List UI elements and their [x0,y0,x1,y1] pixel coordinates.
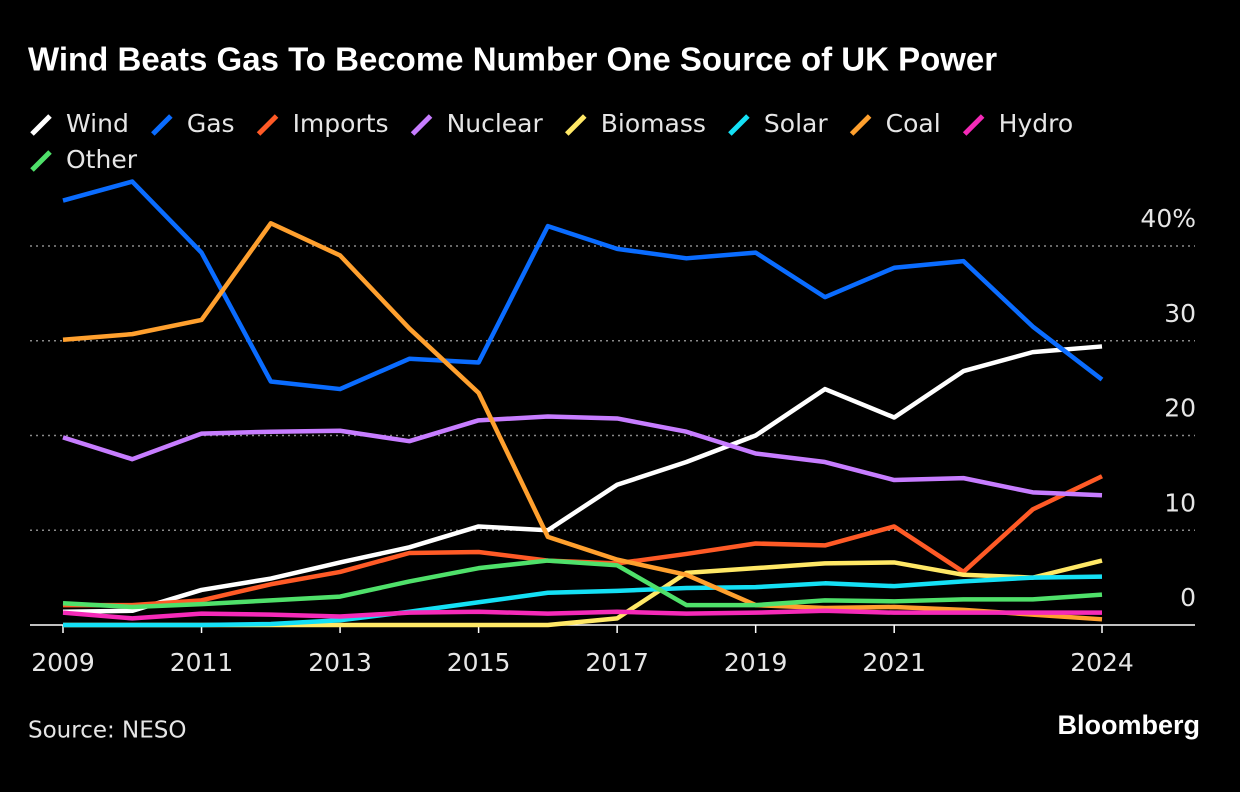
legend-swatch [256,114,279,136]
legend-swatch [962,114,985,136]
lines [62,179,1104,628]
legend-item: Gas [151,109,235,138]
legend-text: Biomass [601,109,706,138]
series-line [62,179,1104,392]
y-tick-label: 40% [1140,204,1196,233]
y-tick-label: 30 [1164,299,1196,328]
legend: Wind Gas Imports Nuclear Biomass Solar Coal Hyd… [30,109,1074,174]
x-tick-label: 2013 [308,648,372,677]
legend-swatch [728,114,750,136]
legend-text: Imports [293,109,389,138]
legend-swatch [849,114,872,136]
legend-item: Solar [728,109,828,138]
series-line [62,558,1103,610]
legend-text: Hydro [999,109,1074,138]
x-tick-label: 2015 [447,648,511,677]
legend-text: Other [66,145,138,174]
y-tick-label: 0 [1180,583,1196,612]
x-tick-label: 2017 [585,648,649,677]
legend-item: Imports [256,109,389,138]
series-line [63,574,1103,628]
legend-item: Nuclear [410,109,544,138]
legend-text: Wind [66,109,129,138]
x-tick-label: 2009 [31,648,95,677]
y-tick-label: 10 [1164,488,1196,517]
series-line [62,414,1103,498]
legend-text: Coal [886,109,941,138]
x-tick-label: 2011 [170,648,234,677]
source: Source: NESO [28,718,187,744]
series-line [62,608,1102,621]
legend-text: Solar [764,109,828,138]
x-tick-label: 2024 [1070,648,1134,677]
legend-text: Nuclear [447,109,544,138]
series-line [62,344,1103,614]
legend-item: Hydro [962,109,1074,138]
legend-swatch [30,114,52,136]
legend-item: Other [30,145,138,174]
legend-swatch [565,114,587,136]
brand: Bloomberg [1057,710,1200,740]
legend-item: Coal [849,109,941,138]
legend-swatch [151,114,173,136]
y-tick-label: 20 [1164,394,1196,423]
legend-swatch [30,150,52,172]
chart-title: Wind Beats Gas To Become Number One Sour… [28,41,997,78]
x-tick-label: 2019 [724,648,788,677]
series-line [62,221,1103,622]
legend-swatch [410,114,433,136]
legend-item: Wind [30,109,129,138]
legend-text: Gas [187,109,235,138]
x-tick-label: 2021 [862,648,926,677]
legend-item: Biomass [565,109,706,138]
